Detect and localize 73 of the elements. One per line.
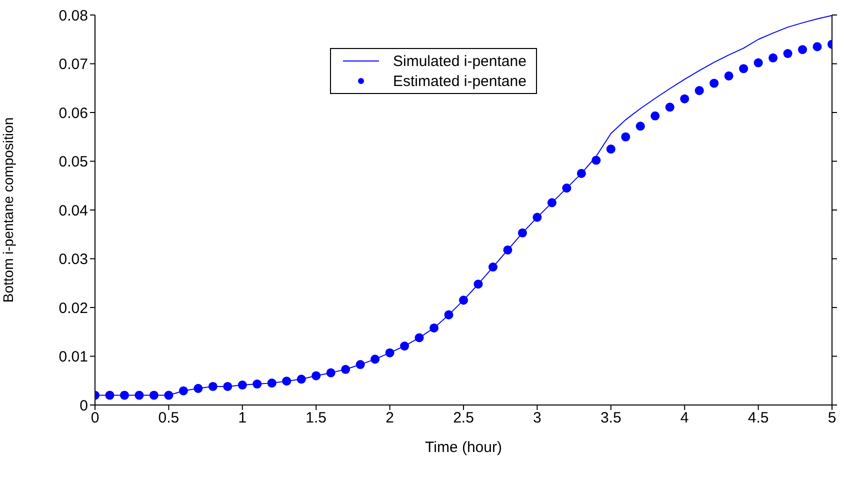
point [120,390,129,400]
point [252,380,262,389]
x-tick-label: 4.5 [748,410,769,427]
y-tick-label: 0.01 [58,348,88,366]
x-tick-label: 2.5 [453,410,474,427]
point [208,382,218,391]
point [414,333,424,342]
y-axis-title: Bottom i-pentane composition [0,117,16,303]
point [754,58,763,68]
y-tick-label: 0.07 [58,56,88,74]
point [341,364,350,374]
y-tick-label: 0.04 [58,202,88,220]
x-tick-label: 1.5 [306,410,327,427]
point [503,245,512,254]
point [768,53,778,62]
point [267,378,276,388]
x-tick-label: 2 [386,410,394,427]
x-tick-label: 5 [828,410,836,427]
point [238,380,247,390]
x-tick-label: 3 [533,410,542,427]
point [532,212,542,222]
point [164,390,174,400]
point [370,354,380,364]
x-tick-label: 3.5 [600,410,622,427]
point [312,371,321,380]
point [518,228,527,238]
point [194,384,203,393]
point [430,323,439,332]
point [356,360,365,370]
x-tick-label: 0.5 [158,410,180,427]
point [783,49,792,58]
point [223,382,232,391]
point [562,184,572,193]
y-tick-label: 0.02 [58,300,88,317]
point [665,102,674,112]
point [710,78,719,88]
y-tick-label: 0 [80,397,88,414]
point [592,156,601,165]
point [105,390,114,400]
x-tick-label: 0 [90,410,100,427]
y-tick-label: 0.08 [58,7,88,24]
point [282,376,292,386]
point [326,368,336,378]
point [680,94,690,104]
point [488,262,498,272]
point [444,310,454,320]
point [739,64,748,74]
point [621,132,630,142]
point [650,111,660,120]
y-tick-label: 0.06 [58,104,88,122]
y-tick-label: 0.03 [58,251,88,268]
point [694,86,704,96]
point [458,296,468,305]
legend-label: Estimated i-pentane [393,72,526,90]
point [149,390,158,400]
point [724,71,734,80]
x-axis-title: Time (hour) [425,439,502,456]
point [547,198,556,208]
point [178,386,188,396]
point [798,45,808,54]
point [134,390,144,400]
point [576,168,586,178]
point [400,342,410,351]
point [385,348,394,358]
y-tick-label: 0.05 [58,154,88,171]
point [636,122,645,131]
point [296,374,306,384]
legend-label: Simulated i-pentane [393,52,526,70]
x-tick-label: 4 [680,410,689,427]
point [812,42,822,52]
point [474,280,483,289]
x-tick-label: 1 [238,410,247,427]
point [606,144,616,154]
